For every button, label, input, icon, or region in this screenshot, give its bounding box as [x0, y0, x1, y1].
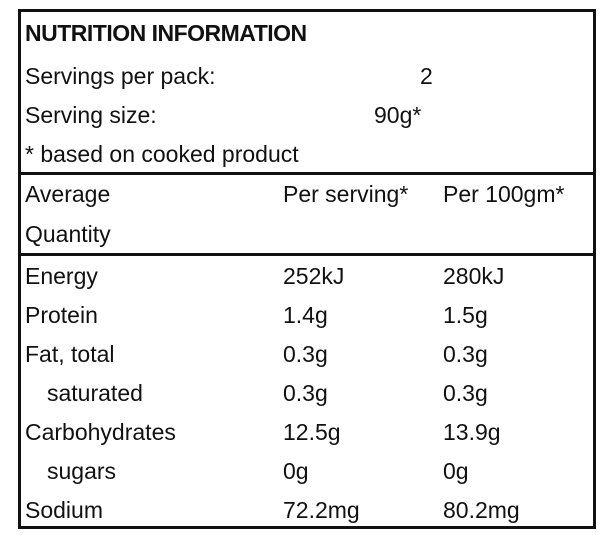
- per-100-value: 80.2mg: [443, 497, 520, 523]
- header-average: Average: [25, 181, 111, 207]
- per-serving-value: 12.5g: [283, 419, 341, 445]
- serving-size-value: 90g*: [374, 102, 422, 128]
- nutrient-name: Protein: [25, 302, 98, 328]
- per-100-value: 0g: [443, 458, 469, 484]
- serving-size-label: Serving size:: [25, 102, 157, 128]
- per-serving-value: 0.3g: [283, 341, 328, 367]
- per-100-value: 13.9g: [443, 419, 501, 445]
- servings-label: Servings per pack:: [25, 63, 216, 89]
- per-serving-value: 1.4g: [283, 302, 328, 328]
- header-per-serving: Per serving*: [283, 181, 409, 207]
- divider-top: [21, 172, 593, 175]
- nutrient-name: Carbohydrates: [25, 419, 176, 445]
- per-serving-value: 0g: [283, 458, 309, 484]
- per-100-value: 280kJ: [443, 263, 505, 289]
- per-serving-value: 0.3g: [283, 380, 328, 406]
- nutrient-name: Fat, total: [25, 341, 115, 367]
- nutrition-panel: NUTRITION INFORMATION Servings per pack:…: [18, 9, 596, 529]
- nutrient-name: saturated: [47, 380, 143, 406]
- per-100-value: 1.5g: [443, 302, 488, 328]
- header-quantity: Quantity: [25, 221, 111, 247]
- cooked-note: * based on cooked product: [25, 141, 299, 167]
- header-per-100gm: Per 100gm*: [443, 181, 565, 207]
- nutrient-name: Sodium: [25, 497, 103, 523]
- per-100-value: 0.3g: [443, 341, 488, 367]
- servings-value: 2: [420, 63, 433, 89]
- divider-header: [21, 253, 593, 256]
- nutrient-name: Energy: [25, 263, 98, 289]
- per-100-value: 0.3g: [443, 380, 488, 406]
- per-serving-value: 252kJ: [283, 263, 345, 289]
- per-serving-value: 72.2mg: [283, 497, 360, 523]
- nutrient-name: sugars: [47, 458, 117, 484]
